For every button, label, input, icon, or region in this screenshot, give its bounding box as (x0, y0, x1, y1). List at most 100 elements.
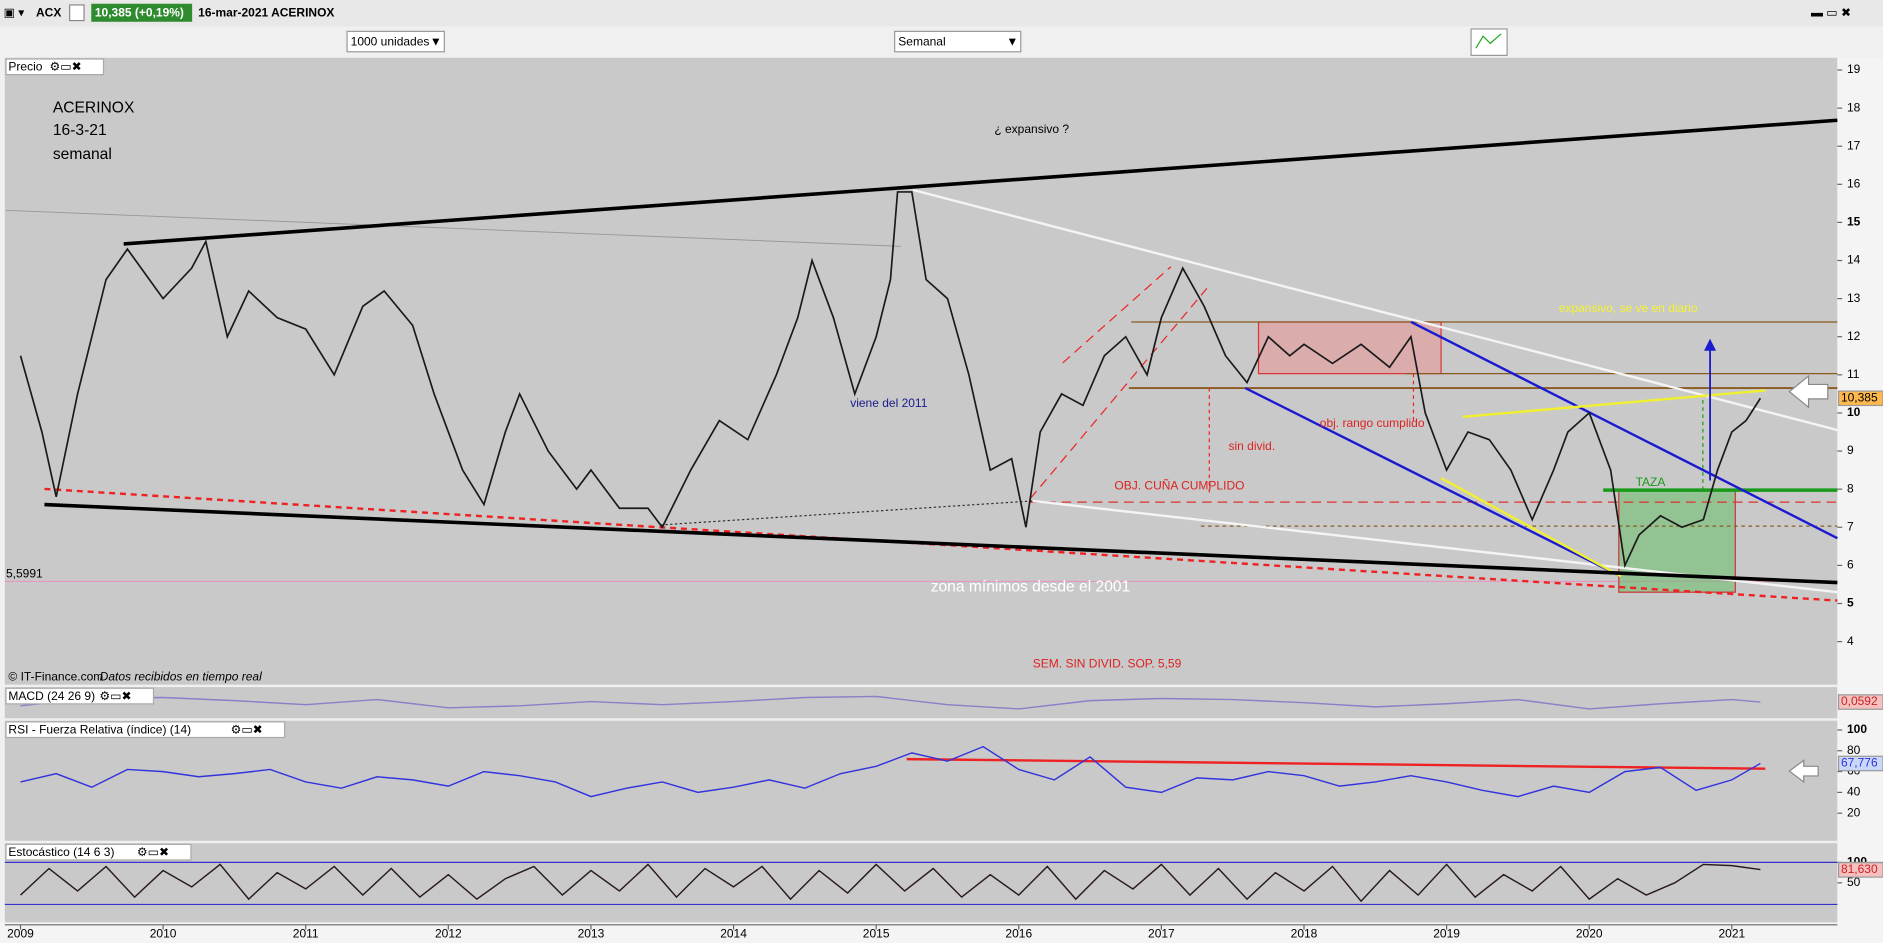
panel-title-box (5, 687, 155, 705)
readout-box (1837, 862, 1883, 878)
panel-title-box (5, 843, 192, 861)
y-tick-label: 20 (1847, 805, 1861, 819)
panel-buttons[interactable]: ⚙▭✖ (231, 722, 263, 736)
x-tick-label: 2015 (863, 927, 890, 941)
x-tick-label: 2020 (1576, 927, 1603, 941)
x-tick-label: 2016 (1005, 927, 1032, 941)
annotation: sin divid. (1229, 439, 1276, 453)
y-tick-label: 80 (1847, 743, 1861, 757)
arrow: ▼ (430, 34, 442, 48)
series-line (20, 695, 1761, 710)
y-tick-label: 15 (1847, 215, 1861, 229)
trendline (1410, 320, 1838, 540)
y-tick-label: 18 (1847, 100, 1861, 114)
x-axis (0, 922, 1883, 943)
annotation: OBJ. CUÑA CUMPLIDO (1114, 479, 1244, 493)
drawings (4, 118, 1838, 906)
panel-buttons[interactable]: ⚙▭✖ (99, 689, 131, 703)
panel-title: Estocástico (14 6 3) (8, 845, 114, 859)
panel-title: RSI - Fuerza Relativa (índice) (14) (8, 722, 191, 736)
readout-box (1837, 694, 1883, 710)
x-tick-label: 2009 (7, 927, 34, 941)
x-tick-label: 2017 (1148, 927, 1175, 941)
readout-box (1837, 390, 1883, 407)
y-tick-label: 13 (1847, 291, 1861, 305)
readout: 81,630 (1841, 862, 1878, 876)
trendline (1244, 386, 1622, 578)
period-select[interactable] (894, 30, 1022, 53)
series-line (19, 191, 1762, 569)
trendline (44, 502, 1838, 585)
annotation: 16-3-21 (53, 122, 107, 139)
source: © IT-Finance.com (8, 670, 103, 684)
series-line (20, 745, 1761, 798)
wedge-line (1062, 266, 1172, 364)
annotation: zona mínimos desde el 2001 (931, 579, 1131, 596)
x-tick-label: 2013 (578, 927, 605, 941)
y-tick-label: 8 (1847, 481, 1854, 495)
arrow: ▼ (1006, 34, 1018, 48)
readout: 67,776 (1841, 756, 1878, 770)
y-tick-label: 5 (1847, 596, 1854, 610)
source-note: Datos recibidos en tiempo real (100, 670, 262, 684)
icon (1475, 33, 1502, 49)
y-tick-label: 9 (1847, 443, 1854, 457)
panel-title: Precio (8, 60, 42, 74)
x-tick-label: 2011 (293, 927, 319, 941)
panel-title-box (5, 58, 105, 76)
trendline (5, 209, 901, 247)
readout: 0,0592 (1841, 694, 1878, 708)
units: 1000 unidades (351, 34, 430, 48)
y-tick-label: 14 (1847, 253, 1861, 267)
y-tick-label: 11 (1847, 367, 1860, 381)
symbol[interactable]: ACX (36, 6, 61, 20)
y-tick-label: 19 (1847, 62, 1861, 76)
right-axis (1837, 57, 1883, 925)
trendline (123, 118, 1838, 246)
annotation: semanal (53, 146, 112, 163)
price-panel (4, 57, 1838, 685)
readout: 10,385 (1841, 390, 1878, 404)
x-tick-label: 2012 (435, 927, 462, 941)
toolbar (0, 0, 1883, 27)
x-tick-label: 2018 (1291, 927, 1318, 941)
y-tick-label: 17 (1847, 138, 1861, 152)
annotation: TAZA (1636, 475, 1666, 489)
info-button[interactable] (69, 4, 85, 22)
x-tick-label: 2021 (1718, 927, 1745, 941)
y-tick-label: 6 (1847, 558, 1854, 572)
annotation: ¿ expansivo ? (994, 122, 1069, 136)
arrow-marker (1788, 374, 1829, 409)
date-name: 16-mar-2021 ACERINOX (198, 6, 334, 20)
level-label: 5,5991 (6, 566, 43, 580)
annotation: obj. rango cumplido (1320, 416, 1425, 430)
menu-icon[interactable]: ▣ ▾ (4, 6, 25, 20)
period: Semanal (898, 34, 945, 48)
rsi-trendline (906, 757, 1766, 770)
readout-box (1837, 755, 1883, 772)
trendline (1440, 477, 1622, 578)
y-tick-label: 10 (1847, 405, 1861, 419)
panel-buttons[interactable]: ⚙▭✖ (137, 845, 169, 859)
annotation: ACERINOX (53, 99, 135, 116)
quote: 10,385 (+0,19%) (95, 6, 184, 20)
stoch-panel (4, 843, 1838, 923)
quote-box (91, 3, 193, 22)
arrow-marker (1788, 759, 1819, 784)
macd-panel (4, 687, 1838, 719)
arrow-head (1704, 338, 1717, 351)
annotation: expansivo, se ve en diario (1559, 301, 1698, 315)
y-tick-label: 12 (1847, 329, 1861, 343)
y-tick-label: 16 (1847, 176, 1861, 190)
units-select[interactable] (346, 30, 445, 53)
annotation: viene del 2011 (850, 396, 928, 410)
trendline (912, 188, 1838, 432)
series-line (20, 863, 1761, 903)
panel-buttons[interactable]: ⚙▭✖ (49, 60, 81, 74)
y-tick-label: 50 (1847, 875, 1861, 889)
y-tick-label: 4 (1847, 634, 1854, 648)
panels (0, 57, 1883, 943)
window-buttons[interactable]: ▬ ▭ ✖ (1811, 6, 1851, 20)
x-tick-label: 2010 (150, 927, 177, 941)
